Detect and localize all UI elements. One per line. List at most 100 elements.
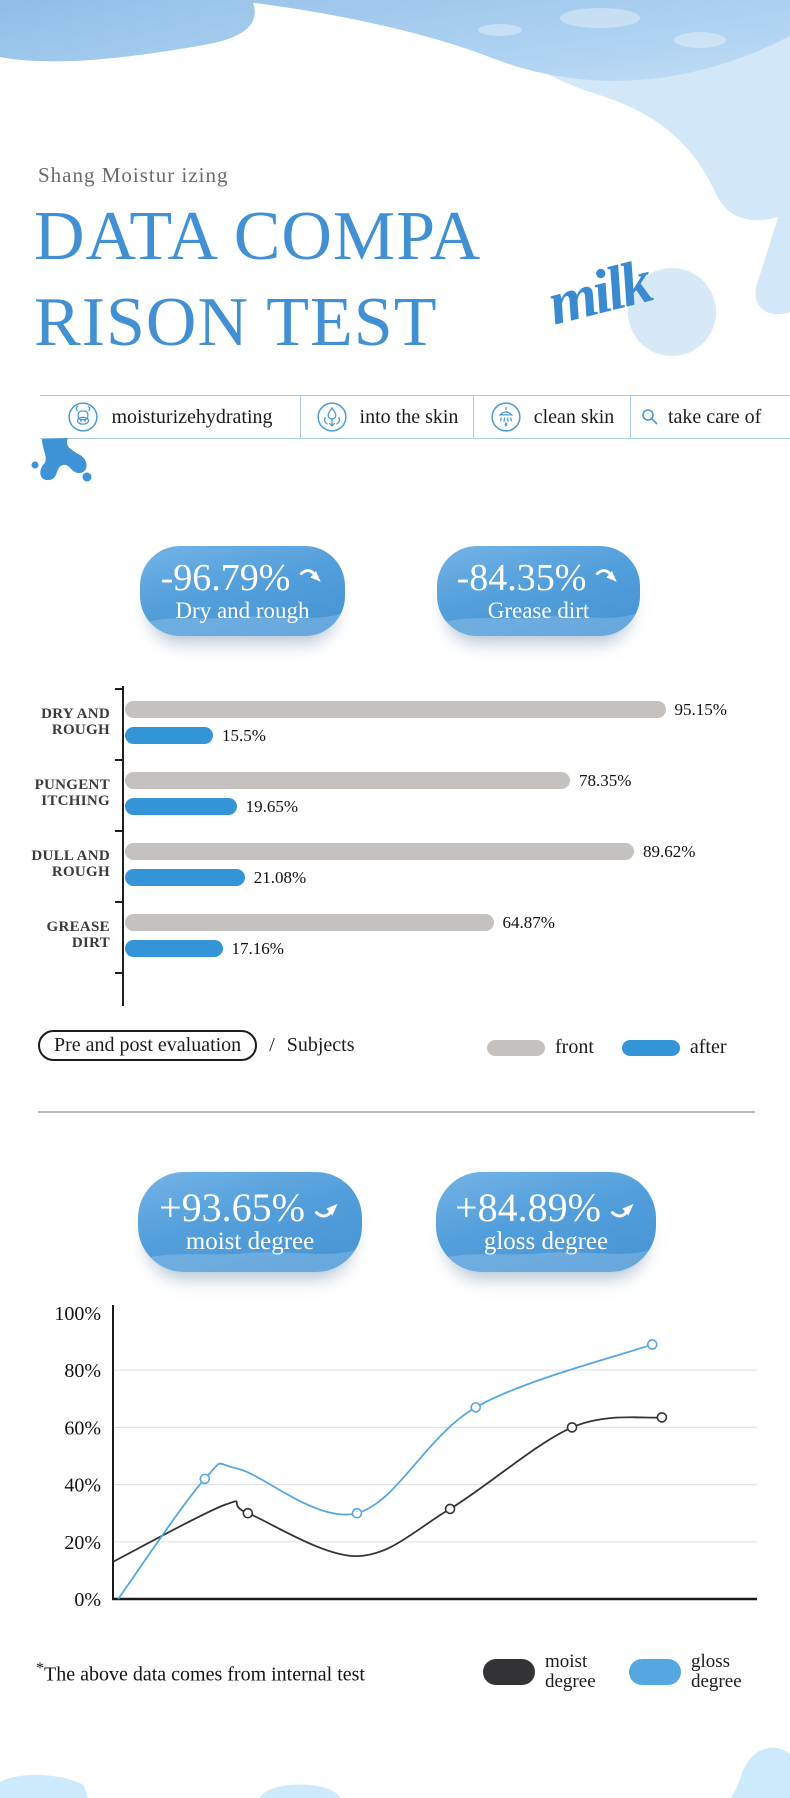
evaluation-chip: Pre and post evaluation [38,1030,258,1061]
bar-category-label: DRY AND ROUGH [41,706,110,738]
arrow-down-right-icon [300,569,322,582]
svg-text:100%: 100% [54,1303,101,1325]
bar-after [125,727,213,744]
highlight-badge-grease-dirt: -84.35% Grease dirt [437,546,640,636]
bar-chart-groups: 95.15% 15.5% 78.35% 19.65% 89.62% 21.08%… [0,680,790,1012]
evaluation-chip-row: Pre and post evaluation / Subjects [38,1030,355,1061]
feature-take-care: take care of [630,396,790,438]
bar-chart-legend: front after [487,1036,727,1059]
feature-moisturize: moisturizehydrating [40,396,300,438]
bar-value-label: 21.08% [253,867,307,887]
bar-category-label: PUNGENT ITCHING [34,777,110,809]
brand-subtitle: Shang Moistur izing [38,163,229,187]
legend-label: moist degree [545,1651,596,1692]
bar-value-label: 95.15% [674,699,727,719]
badge-label: Dry and rough [175,598,310,623]
bar-after [125,869,245,886]
section-divider [38,1111,755,1113]
left-wave-blob [0,0,255,62]
badge-label: Grease dirt [487,598,590,623]
badge-wave-decoration [138,1248,362,1272]
legend-item-front: front [487,1036,594,1059]
light-blue-tail [755,180,790,315]
bar-front [125,843,634,860]
light-blue-blob [430,0,790,221]
title-line-2: RISON TEST [34,284,438,361]
svg-text:20%: 20% [64,1532,101,1554]
bar-after [125,798,237,815]
bottom-wave-decoration [0,1747,790,1798]
badge-value: +84.89% [455,1185,601,1230]
badge-wave-decoration [140,612,345,636]
front-swatch [487,1039,545,1056]
feature-label: clean skin [533,405,615,428]
badge-label: gloss degree [483,1228,609,1255]
bar-category-label: GREASE DIRT [46,919,110,951]
svg-text:40%: 40% [64,1475,101,1497]
bar-value-label: 64.87% [502,912,555,932]
logo-background-circle [628,268,716,356]
badge-wave-decoration [436,1248,656,1272]
feature-label: take care of [668,405,762,428]
feature-label: into the skin [359,405,459,428]
bar-front [125,701,666,718]
feature-strip: moisturizehydrating into the skin [40,395,790,439]
badge-value: -84.35% [456,557,587,599]
line-chart-legend: moist degree gloss degree [483,1652,753,1692]
water-photo-band [230,0,790,81]
legend-item-moist: moist degree [483,1652,607,1692]
feature-clean-skin: clean skin [473,396,630,438]
bar-value-label: 19.65% [245,796,299,816]
legend-item-after: after [621,1036,727,1059]
cow-icon [68,402,99,432]
title-line-1: DATA COMPA [34,198,482,275]
bar-value-label: 15.5% [222,725,266,745]
gloss-swatch [629,1659,681,1685]
bar-category-label: DULL AND ROUGH [31,848,110,880]
absorb-icon [316,402,347,432]
svg-text:0%: 0% [74,1589,101,1611]
arrow-up-right-icon [314,1203,338,1218]
badge-wave-decoration [437,612,640,636]
bar-group: 64.87% 17.16% [125,912,790,960]
bar-chart: DRY AND ROUGH PUNGENT ITCHING DULL AND ROUG… [0,680,790,1012]
feature-into-skin: into the skin [300,396,473,438]
arrow-up-right-icon [610,1203,634,1218]
water-highlights [478,8,726,48]
bar-group: 78.35% 19.65% [125,770,790,818]
milk-splash-icon [31,438,92,482]
badge-value: +93.65% [159,1185,305,1230]
badge-value: -96.79% [160,557,291,599]
bar-after [125,940,223,957]
bar-front [125,772,570,789]
highlight-badge-gloss-degree: +84.89% gloss degree [436,1172,656,1272]
bar-front [125,914,494,931]
legend-label: front [555,1036,594,1058]
search-icon [642,409,658,425]
bar-group: 89.62% 21.08% [125,841,790,889]
after-swatch [621,1039,680,1056]
bar-value-label: 89.62% [643,841,696,861]
bar-chart-axis [122,686,124,1006]
line-chart: 100% 80% 60% 40% 20% 0% [54,1303,757,1611]
bar-group: 95.15% 15.5% [125,699,790,747]
feature-label: moisturizehydrating [111,405,273,428]
arrow-down-right-icon [596,569,618,582]
moist-swatch [483,1659,535,1685]
legend-label: gloss degree [691,1651,742,1692]
shower-icon [491,402,521,432]
highlight-badge-moist-degree: +93.65% moist degree [138,1172,362,1272]
legend-item-gloss: gloss degree [629,1652,753,1692]
legend-label: after [689,1036,727,1058]
badge-label: moist degree [185,1228,315,1255]
highlight-badge-dry-rough: -96.79% Dry and rough [140,546,345,636]
bar-value-label: 78.35% [579,770,632,790]
separator: / [269,1034,275,1056]
bar-value-label: 17.16% [231,938,284,958]
page-title: DATA COMPA RISON TEST [34,194,481,366]
svg-text:80%: 80% [64,1360,101,1382]
subjects-label: Subjects [286,1034,355,1056]
svg-text:60%: 60% [64,1417,101,1439]
footnote: *The above data comes from internal test [36,1660,365,1686]
